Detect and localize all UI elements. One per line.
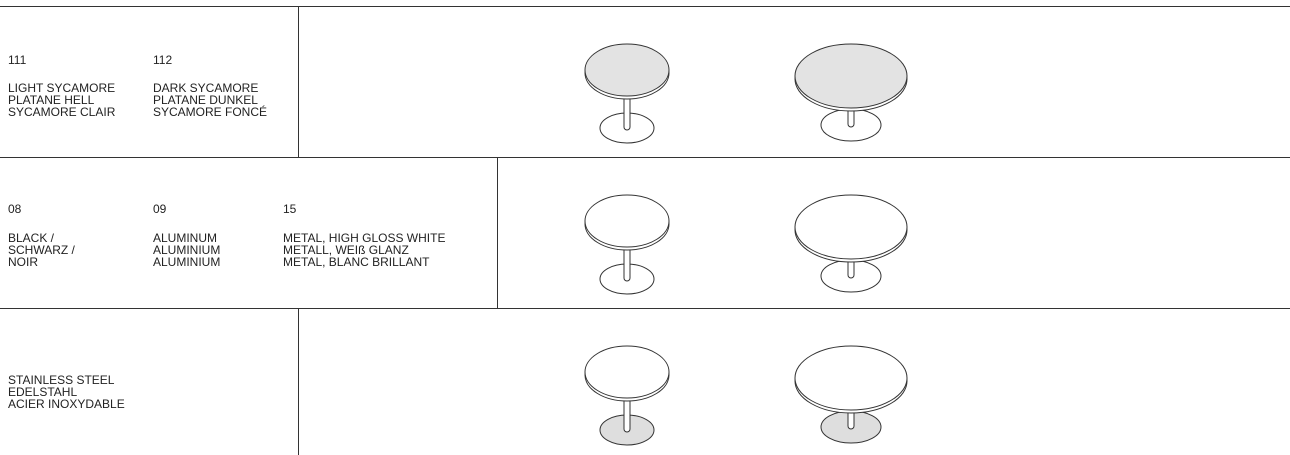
finish-name: SYCAMORE CLAIR <box>8 105 116 119</box>
finish-name: METAL, BLANC BRILLANT <box>283 255 430 269</box>
table-drawing-part <box>794 194 908 260</box>
table-drawing-part <box>584 345 670 399</box>
finish-name: LIGHT SYCAMORE <box>8 81 116 95</box>
finish-code: 08 <box>8 202 22 216</box>
finish-name: BLACK / <box>8 231 55 245</box>
table-drawing-part <box>584 194 670 248</box>
finish-name: NOIR <box>8 255 38 269</box>
finish-code: 112 <box>153 53 173 67</box>
finish-name: EDELSTAHL <box>8 385 78 399</box>
table-drawing-part <box>584 43 670 97</box>
finish-name: ALUMINIUM <box>153 243 221 257</box>
table-drawing-part <box>794 43 908 109</box>
table-drawing-part <box>794 345 908 411</box>
finish-name: PLATANE DUNKEL <box>153 93 258 107</box>
finish-name: METALL, WEIß GLANZ <box>283 243 409 257</box>
finish-name: PLATANE HELL <box>8 93 95 107</box>
rules <box>0 6 1290 455</box>
finish-name: DARK SYCAMORE <box>153 81 259 95</box>
finish-name: METAL, HIGH GLOSS WHITE <box>283 231 446 245</box>
finish-name: STAINLESS STEEL <box>8 373 115 387</box>
finish-name: ALUMINUM <box>153 231 218 245</box>
finish-name: ACIER INOXYDABLE <box>8 397 125 411</box>
finish-code: 09 <box>153 202 167 216</box>
finish-name: ALUMINIUM <box>153 255 221 269</box>
finish-name: SYCAMORE FONCÉ <box>153 105 268 119</box>
finish-name: SCHWARZ / <box>8 243 75 257</box>
finish-code: 111 <box>8 53 27 67</box>
finish-code: 15 <box>283 202 297 216</box>
